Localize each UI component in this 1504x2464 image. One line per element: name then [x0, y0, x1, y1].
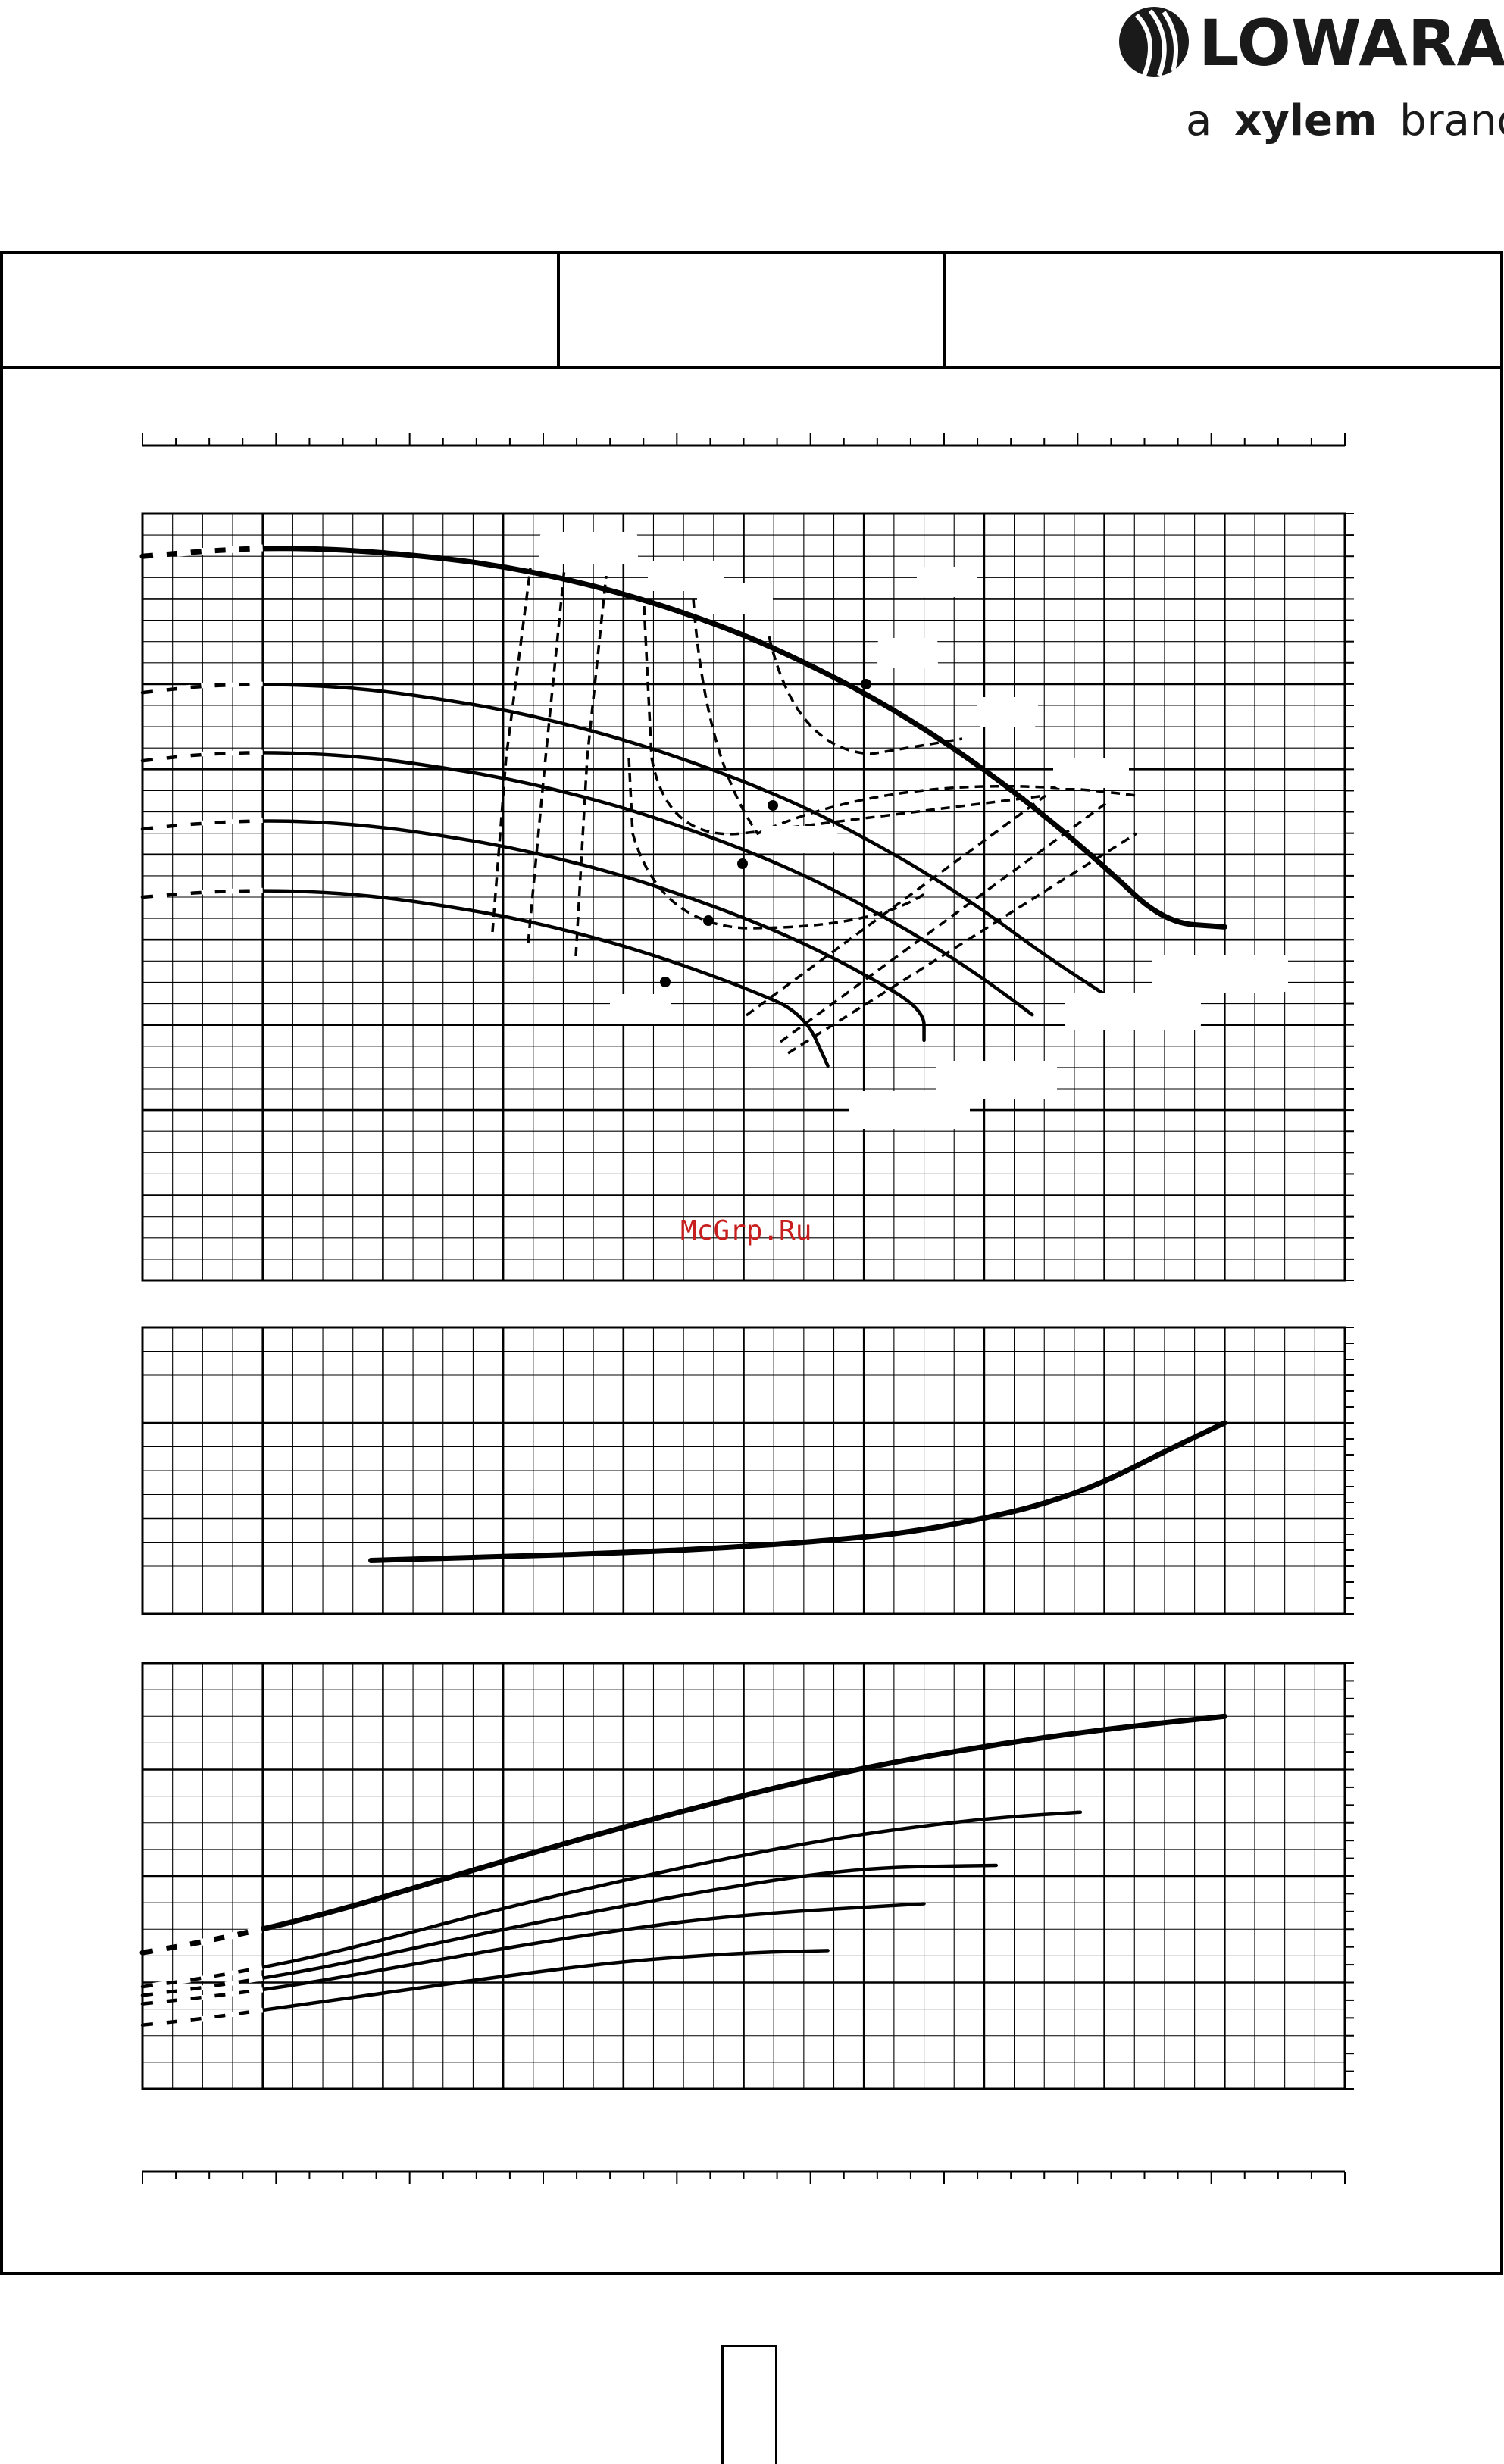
curve-line-0: [368, 1420, 1227, 1563]
bep-point-4: [660, 977, 671, 987]
page-frame: [0, 251, 1503, 2275]
label-blank-9: [1065, 993, 1201, 1030]
efficiency-iso-line-9: [787, 832, 1137, 1055]
label-blank-10: [936, 1061, 1057, 1099]
efficiency-iso-line-0: [491, 568, 532, 933]
curve-dash-overlay-2: [142, 749, 263, 764]
top-scale-ruler: [142, 433, 1346, 447]
tagline-suffix: brand: [1399, 96, 1504, 145]
label-blank-12: [1190, 1371, 1311, 1409]
outer-frame: [0, 251, 1503, 2275]
bep-point-2: [737, 858, 748, 869]
lowara-logo: LOWARA a xylem brand: [1119, 6, 1504, 145]
label-blank-18: [761, 826, 837, 853]
label-blank-6: [1053, 758, 1129, 788]
efficiency-iso-line-6: [768, 636, 963, 755]
curve-line-1: [140, 683, 1106, 996]
curve-dash-overlay-3: [142, 818, 263, 832]
label-blank-2: [697, 583, 773, 614]
efficiency-iso-line-7: [745, 794, 1047, 1017]
label-blank-13: [1182, 1731, 1303, 1769]
lowara-swirl-icon: [1119, 7, 1189, 77]
label-blank-7: [1152, 955, 1288, 993]
label-blank-8: [610, 994, 671, 1024]
efficiency-iso-line-8: [779, 802, 1108, 1043]
curve-dash-overlay-0: [142, 544, 263, 560]
efficiency-iso-line-2: [574, 575, 608, 957]
brand-tagline: a xylem brand: [1186, 96, 1504, 145]
label-blank-15: [1019, 1862, 1140, 1900]
efficiency-iso-line-4: [643, 605, 1046, 836]
curve-dash-overlay-1: [142, 681, 263, 696]
watermark-text: McGrp.Ru: [680, 1215, 811, 1246]
label-blank-5: [977, 697, 1038, 727]
bep-point-3: [703, 915, 714, 926]
head-curve-panel: [139, 512, 1354, 1993]
power-curve-panel: [139, 1662, 1354, 2090]
label-blank-17: [841, 1955, 962, 1993]
label-blank-11: [849, 1091, 970, 1129]
bep-point-0: [861, 679, 871, 689]
curve-dash-overlay-3: [142, 1987, 264, 2006]
bep-point-1: [768, 800, 778, 811]
curve-line-2: [140, 751, 1034, 1017]
curve-dash-overlay-2: [142, 1975, 264, 1998]
label-blank-0: [539, 532, 638, 564]
page-number-box: [721, 2345, 777, 2464]
label-blank-16: [928, 1909, 1049, 1947]
npsh-curve-panel: [141, 1326, 1354, 1615]
curve-line-4: [140, 889, 830, 1068]
tagline-prefix: a: [1186, 96, 1212, 145]
efficiency-iso-line-3: [627, 757, 925, 930]
brand-name: LOWARA: [1199, 6, 1504, 80]
efficiency-iso-line-1: [527, 568, 566, 944]
curve-line-4: [140, 1949, 830, 2027]
curve-line-0: [139, 546, 1227, 930]
label-blank-3: [917, 567, 977, 597]
curve-line-1: [140, 1810, 1083, 1989]
label-blank-4: [877, 638, 938, 668]
curve-dash-overlay-4: [142, 2007, 264, 2028]
efficiency-iso-line-5: [692, 598, 1137, 836]
curve-dash-overlay-4: [142, 887, 263, 900]
label-blank-14: [1099, 1807, 1220, 1845]
curve-dash-overlay-0: [142, 1925, 264, 1956]
tagline-bold: xylem: [1234, 96, 1377, 145]
curve-dash-overlay-1: [142, 1965, 264, 1990]
curve-line-3: [140, 819, 926, 1043]
bottom-scale-ruler: [142, 2170, 1346, 2184]
